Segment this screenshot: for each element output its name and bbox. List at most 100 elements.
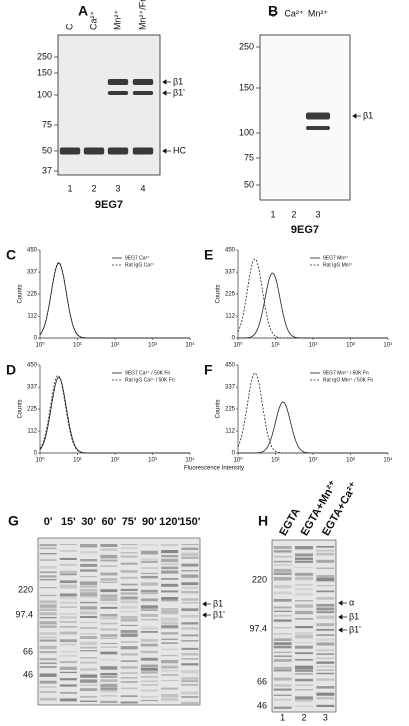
gel-band (295, 566, 313, 569)
y-tick-label: 0 (34, 451, 38, 457)
gel-band (120, 646, 138, 650)
x-tick-label: 10³ (148, 343, 157, 349)
x-tick-label: 10⁰ (35, 457, 45, 464)
gel-band (316, 611, 335, 614)
gel-band (140, 553, 158, 555)
gel-band (161, 665, 179, 669)
band (107, 79, 129, 85)
gel-band (295, 631, 313, 636)
gel-band (59, 606, 77, 608)
gel-band (181, 683, 199, 686)
y-tick-label: 0 (232, 451, 236, 457)
gel-band (295, 588, 313, 591)
gel-band (316, 546, 335, 548)
x-tick-label: 10² (111, 458, 120, 464)
gel-band (39, 691, 57, 693)
arrow (162, 79, 171, 85)
lane-number: 3 (315, 209, 320, 219)
gel-band (39, 636, 57, 639)
gel-band (273, 655, 292, 658)
gel-band (80, 695, 98, 698)
gel-band (140, 605, 158, 609)
gel-band (316, 615, 335, 619)
x-tick-label: 10³ (346, 343, 355, 349)
mw-marker: 46 (257, 700, 267, 710)
gel-band (316, 672, 335, 675)
gel-band (80, 684, 98, 686)
gel-band (80, 601, 98, 604)
gel-band (120, 570, 138, 573)
gel-band (120, 562, 138, 565)
gel-band (181, 547, 199, 551)
gel-band (120, 576, 138, 579)
gel-band (80, 581, 98, 585)
gel-band (80, 661, 98, 664)
gel-band (80, 650, 98, 652)
x-tick-label: 10¹ (271, 343, 280, 349)
lane-number: 2 (301, 712, 306, 722)
gel-band (39, 600, 57, 604)
gel-band (120, 633, 138, 637)
gel-band (140, 589, 158, 593)
gel-band (273, 684, 292, 687)
gel-band (59, 631, 77, 635)
band (132, 91, 154, 95)
gel-band (181, 590, 199, 594)
band-label: β1' (173, 87, 185, 97)
gel-band (59, 626, 77, 628)
gel-band (181, 614, 199, 618)
gel-band (181, 598, 199, 601)
gel-band (273, 645, 292, 649)
gel-band (100, 676, 118, 678)
band-label: β1' (213, 609, 225, 619)
gel-band (140, 631, 158, 633)
gel-band (316, 696, 335, 700)
gel-band (100, 544, 118, 547)
gel-band (181, 696, 199, 698)
arrow (338, 627, 347, 633)
x-axis-label: Fluorescence Intensity (184, 466, 244, 472)
gel-band (273, 706, 292, 709)
gel-band (316, 628, 335, 631)
histogram-curve (39, 262, 190, 339)
gel-band (181, 544, 199, 546)
lane-number: 3 (115, 183, 120, 193)
gel-band (120, 605, 138, 609)
gel-band (59, 570, 77, 575)
arrow (162, 148, 171, 154)
gel-band (140, 550, 158, 554)
band (306, 126, 330, 130)
gel-band (39, 617, 57, 619)
histogram-curve (237, 372, 388, 454)
gel-band (140, 643, 158, 647)
gel-band (120, 619, 138, 622)
gel-band (39, 621, 57, 625)
mw-marker: 46 (23, 669, 33, 679)
gel-band (100, 554, 118, 559)
gel-band (80, 621, 98, 624)
gel-band (161, 638, 179, 640)
gel-band (120, 624, 138, 626)
lane-label: Ca²⁺ (88, 10, 98, 30)
gel-band (181, 669, 199, 674)
gel-band (59, 601, 77, 604)
y-tick-label: 450 (27, 248, 38, 254)
gel-band (181, 652, 199, 656)
gel-band (100, 646, 118, 648)
lane-number: 2 (291, 209, 296, 219)
gel-band (161, 687, 179, 690)
gel-band (59, 587, 77, 589)
band-label: α (349, 597, 354, 607)
gel-band (161, 617, 179, 621)
y-tick-label: 225 (225, 292, 236, 298)
gel-band (140, 671, 158, 674)
gel-band (181, 658, 199, 660)
y-axis-label: Counts (216, 284, 222, 303)
x-tick-label: 10⁰ (233, 342, 243, 349)
gel-band (80, 611, 98, 615)
gel (271, 539, 337, 713)
gel-band (181, 570, 199, 572)
x-tick-label: 10¹ (73, 343, 82, 349)
gel-band (273, 688, 292, 691)
